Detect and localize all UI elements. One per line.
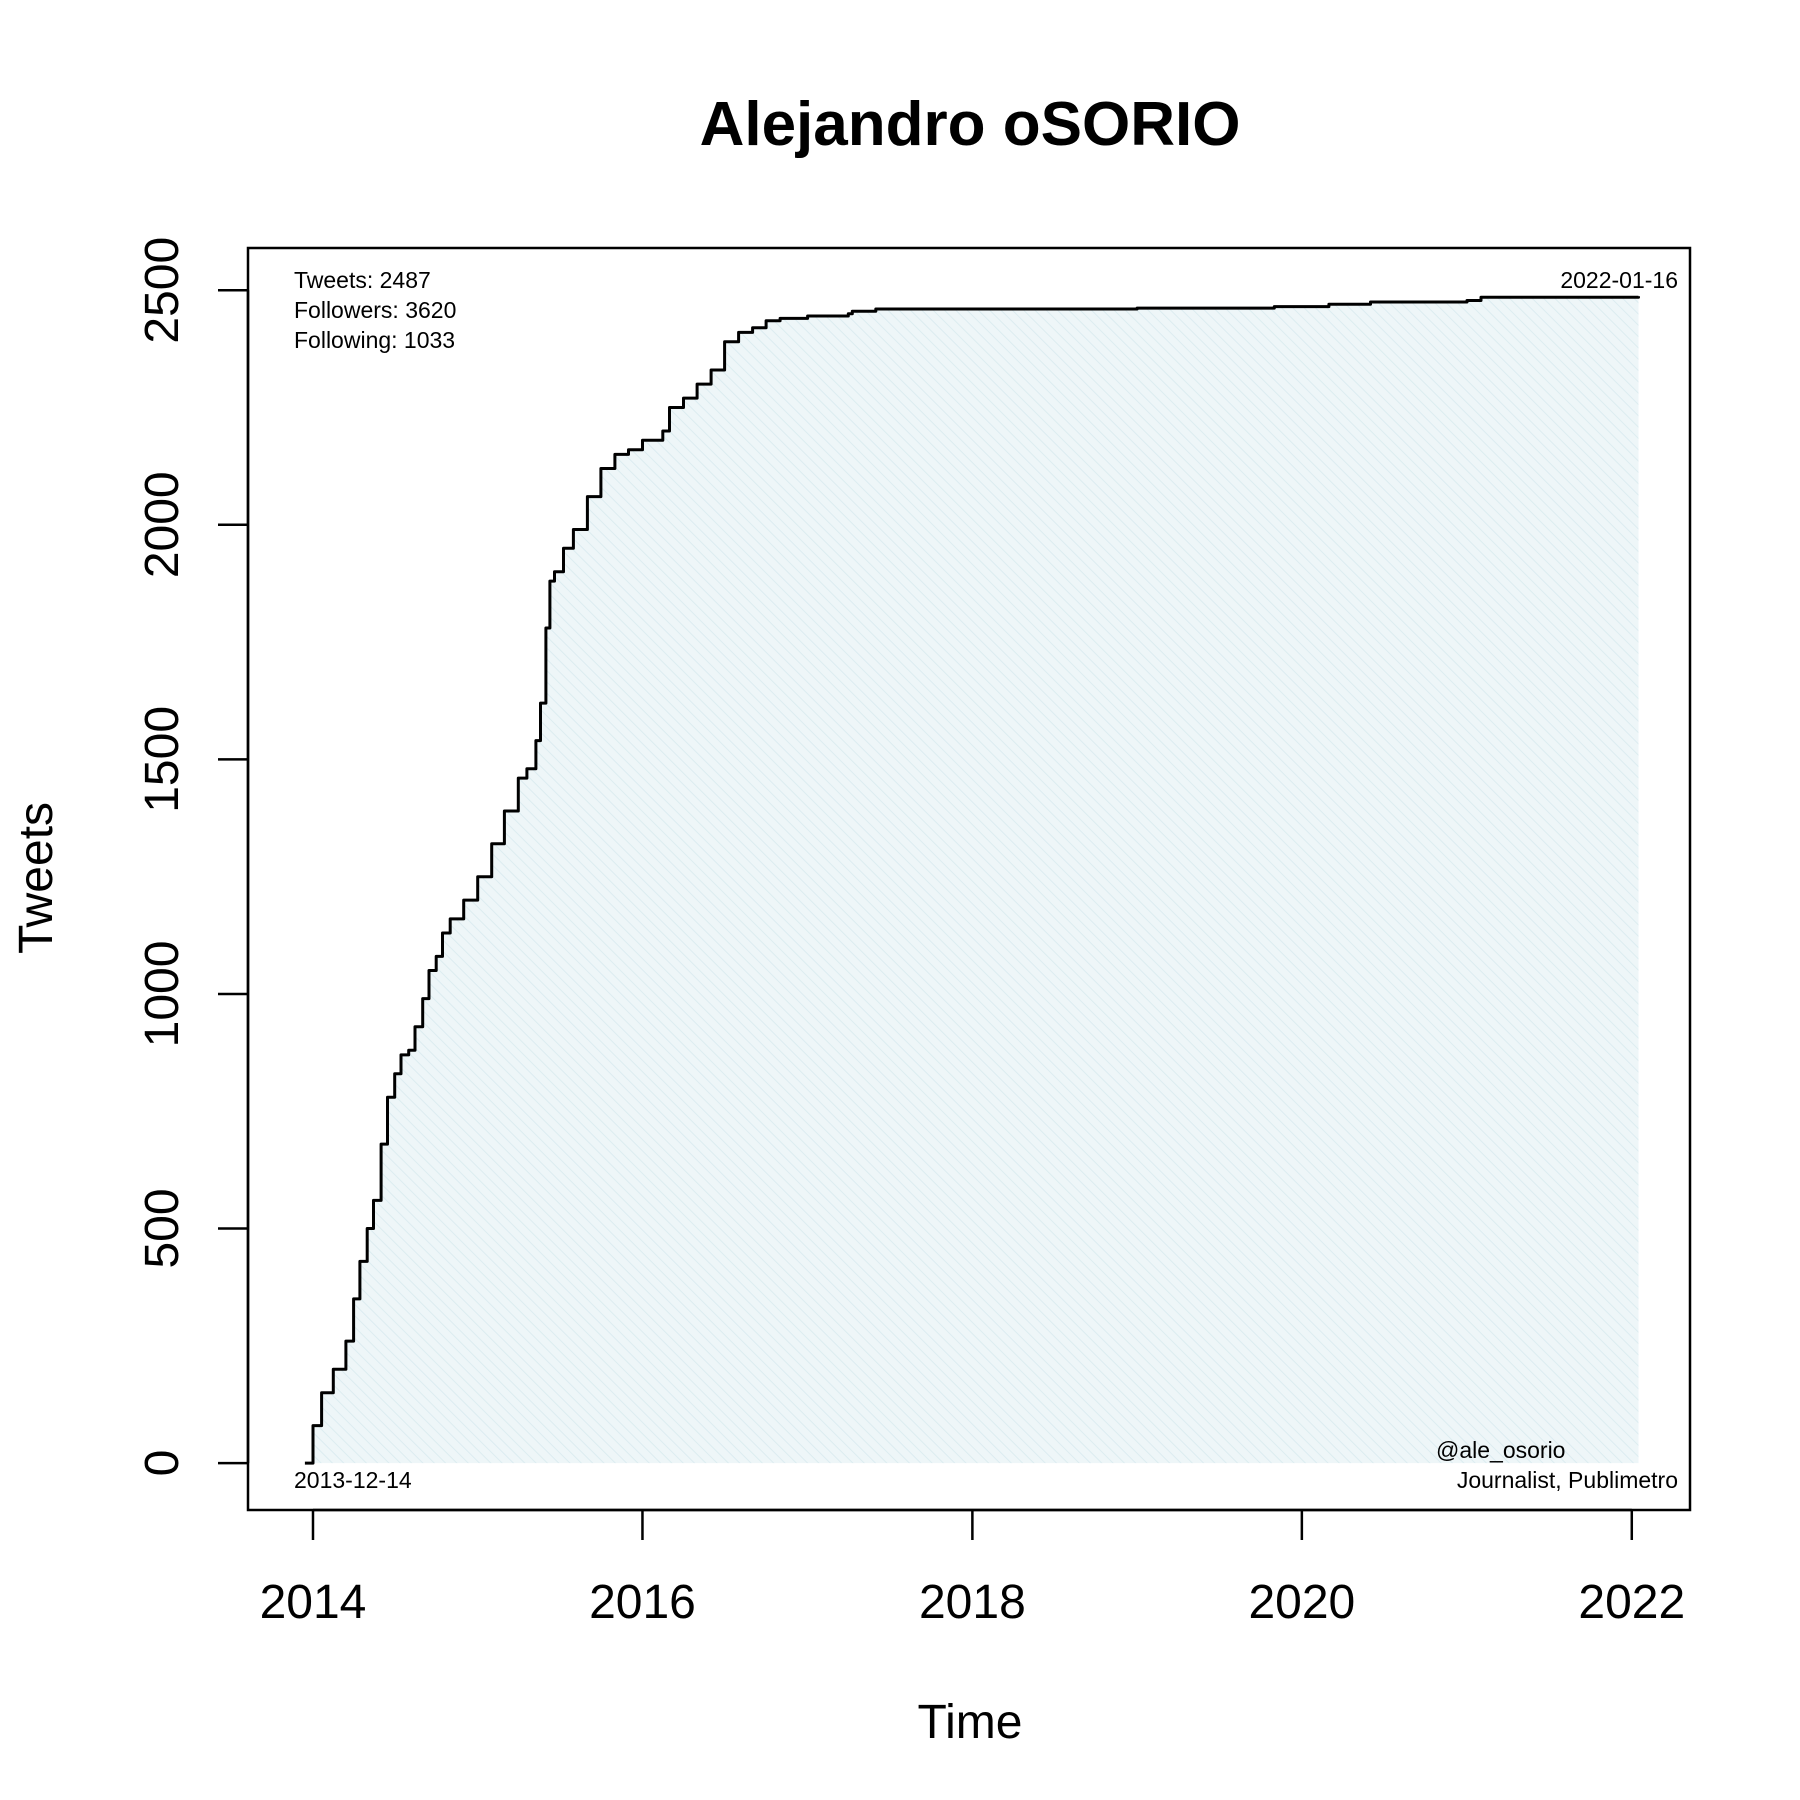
profile-description: Journalist, Publimetro <box>1457 1467 1678 1493</box>
x-tick-label-2020: 2020 <box>1248 1576 1355 1629</box>
stat-following: Following: 1033 <box>294 327 455 353</box>
y-axis: 0 500 1000 1500 2000 2500 <box>136 237 250 1477</box>
y-axis-label: Tweets <box>10 802 63 954</box>
y-tick-label-1500: 1500 <box>136 706 189 813</box>
y-tick-label-2500: 2500 <box>136 237 189 344</box>
start-date-annotation: 2013-12-14 <box>294 1467 412 1493</box>
end-date-annotation: 2022-01-16 <box>1560 267 1678 293</box>
y-tick-label-1000: 1000 <box>136 941 189 1048</box>
x-axis: 2014 2016 2018 2020 2022 <box>260 1508 1685 1629</box>
y-tick-label-0: 0 <box>136 1450 189 1477</box>
x-tick-label-2018: 2018 <box>919 1576 1026 1629</box>
series-line <box>304 295 1640 1465</box>
area-fill <box>304 296 1639 1464</box>
stat-tweets: Tweets: 2487 <box>294 267 431 293</box>
stat-followers: Followers: 3620 <box>294 297 456 323</box>
y-tick-label-500: 500 <box>136 1188 189 1268</box>
x-tick-label-2016: 2016 <box>589 1576 696 1629</box>
plot-area <box>246 246 1692 1512</box>
profile-annotation: @ale_osorio Journalist, Publimetro <box>1436 1437 1678 1493</box>
y-tick-label-2000: 2000 <box>136 471 189 578</box>
profile-handle: @ale_osorio <box>1436 1437 1565 1463</box>
x-tick-label-2022: 2022 <box>1578 1576 1685 1629</box>
stats-annotation: Tweets: 2487 Followers: 3620 Following: … <box>294 267 456 353</box>
chart-title: Alejandro oSORIO <box>700 90 1241 159</box>
x-tick-label-2014: 2014 <box>260 1576 367 1629</box>
x-axis-label: Time <box>918 1696 1023 1749</box>
